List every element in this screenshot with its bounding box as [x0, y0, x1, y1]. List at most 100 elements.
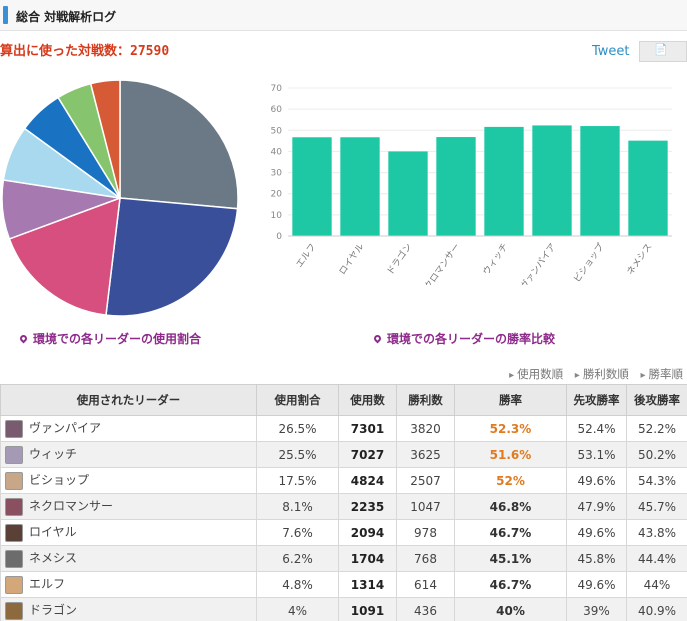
x-tick-label: ビショップ	[572, 241, 607, 284]
table-header-row: 使用されたリーダー 使用割合 使用数 勝利数 勝率 先攻勝率 後攻勝率	[0, 384, 687, 416]
leader-name: ロイヤル	[0, 519, 257, 546]
first-turn-winrate: 53.1%	[566, 441, 627, 468]
second-turn-winrate: 44.4%	[626, 545, 687, 572]
leader-label: ウィッチ	[29, 447, 78, 462]
table-row: ネメシス 6.2% 1704 768 45.1% 45.8% 44.4%	[0, 545, 687, 572]
usage-share: 4.8%	[256, 571, 339, 598]
sort-by-winrate[interactable]: 勝率順	[640, 367, 683, 381]
x-tick-label: ロイヤル	[338, 242, 367, 277]
win-count: 436	[396, 597, 455, 621]
second-turn-winrate: 43.8%	[626, 519, 687, 546]
first-turn-winrate: 49.6%	[566, 571, 627, 598]
win-rate: 52.3%	[454, 415, 567, 442]
winrate-bar[interactable]	[436, 137, 476, 236]
sort-by-wins[interactable]: 勝利数順	[575, 367, 629, 381]
leader-name: ネクロマンサー	[0, 493, 257, 520]
usage-count: 4824	[338, 467, 397, 494]
col-wins[interactable]: 勝利数	[396, 384, 455, 416]
leader-label: ロイヤル	[29, 525, 77, 540]
usage-count: 2094	[338, 519, 397, 546]
leader-label: ヴァンパイア	[29, 421, 102, 436]
usage-share: 4%	[256, 597, 339, 621]
col-first-winrate[interactable]: 先攻勝率	[566, 384, 627, 416]
usage-count: 2235	[338, 493, 397, 520]
first-turn-winrate: 45.8%	[566, 545, 627, 572]
leader-name: ネメシス	[0, 545, 257, 572]
table-row: ドラゴン 4% 1091 436 40% 39% 40.9%	[0, 597, 687, 621]
win-count: 3625	[396, 441, 455, 468]
table-row: ロイヤル 7.6% 2094 978 46.7% 49.6% 43.8%	[0, 519, 687, 546]
y-tick-label: 0	[276, 232, 282, 242]
pie-slice[interactable]	[8, 196, 121, 316]
usage-pie-chart	[1, 79, 239, 317]
page-title: 総合 対戦解析ログ	[16, 10, 117, 24]
leader-avatar	[5, 549, 23, 568]
tweet-button[interactable]: Tweet	[592, 44, 630, 59]
win-count: 1047	[396, 493, 455, 520]
usage-share: 8.1%	[256, 493, 339, 520]
col-second-winrate[interactable]: 後攻勝率	[626, 384, 687, 416]
sort-by-uses[interactable]: 使用数順	[509, 367, 563, 381]
x-tick-label: ウィッチ	[481, 241, 511, 277]
col-leader[interactable]: 使用されたリーダー	[0, 384, 257, 416]
table-row: ウィッチ 25.5% 7027 3625 51.6% 53.1% 50.2%	[0, 441, 687, 468]
winrate-bar[interactable]	[340, 137, 380, 236]
match-count-value: 27590	[130, 44, 170, 59]
second-turn-winrate: 50.2%	[626, 441, 687, 468]
win-rate: 52%	[454, 467, 567, 494]
document-icon: 📄	[654, 43, 668, 56]
usage-share: 25.5%	[256, 441, 339, 468]
winrate-bar[interactable]	[292, 137, 332, 236]
win-count: 978	[396, 519, 455, 546]
winrate-bar[interactable]	[532, 125, 572, 236]
pie-slice[interactable]	[89, 79, 121, 199]
winrate-bar[interactable]	[388, 151, 428, 236]
leader-label: エルフ	[29, 577, 66, 592]
usage-count: 7027	[338, 441, 397, 468]
leader-name: ウィッチ	[0, 441, 257, 468]
second-turn-winrate: 52.2%	[626, 415, 687, 442]
y-tick-label: 30	[271, 169, 283, 179]
usage-share: 17.5%	[256, 467, 339, 494]
header-accent-bar	[3, 6, 8, 24]
page-header: 総合 対戦解析ログ	[0, 0, 687, 31]
winrate-bar[interactable]	[628, 140, 668, 236]
second-turn-winrate: 44%	[626, 571, 687, 598]
leader-avatar	[5, 575, 23, 594]
pie-slice[interactable]	[105, 197, 239, 317]
win-count: 614	[396, 571, 455, 598]
winrate-bar-chart: 0 10 20 30 40 50 60 70 エルフ ロイヤル ドラゴン ネクロマンサー ウィッチ ヴァン…	[271, 84, 672, 285]
y-tick-label: 60	[271, 105, 283, 115]
first-turn-winrate: 49.6%	[566, 519, 627, 546]
win-count: 768	[396, 545, 455, 572]
pie-slice[interactable]	[119, 79, 239, 210]
win-rate: 51.6%	[454, 441, 567, 468]
usage-count: 1091	[338, 597, 397, 621]
leader-name: ビショップ	[0, 467, 257, 494]
second-turn-winrate: 54.3%	[626, 467, 687, 494]
match-count-label: 算出に使った対戦数：	[0, 44, 131, 59]
map-pin-icon	[372, 333, 383, 344]
y-tick-label: 20	[271, 190, 283, 200]
y-tick-label: 40	[271, 147, 283, 157]
usage-share: 26.5%	[256, 415, 339, 442]
leader-avatar	[5, 601, 23, 620]
leader-name: エルフ	[0, 571, 257, 598]
first-turn-winrate: 49.6%	[566, 467, 627, 494]
table-row: ビショップ 17.5% 4824 2507 52% 49.6% 54.3%	[0, 467, 687, 494]
winrate-bar[interactable]	[580, 126, 620, 236]
x-tick-label: エルフ	[295, 242, 319, 270]
col-winrate[interactable]: 勝率	[454, 384, 567, 416]
win-count: 3820	[396, 415, 455, 442]
y-tick-label: 70	[271, 84, 283, 94]
first-turn-winrate: 47.9%	[566, 493, 627, 520]
winrate-bar[interactable]	[484, 126, 524, 236]
usage-share: 6.2%	[256, 545, 339, 572]
leader-name: ドラゴン	[0, 597, 257, 621]
leader-label: ネクロマンサー	[29, 499, 114, 514]
col-uses[interactable]: 使用数	[338, 384, 397, 416]
share-button[interactable]: 📄	[639, 41, 687, 62]
x-tick-label: ドラゴン	[384, 241, 414, 277]
col-share[interactable]: 使用割合	[256, 384, 339, 416]
table-row: ヴァンパイア 26.5% 7301 3820 52.3% 52.4% 52.2%	[0, 415, 687, 442]
